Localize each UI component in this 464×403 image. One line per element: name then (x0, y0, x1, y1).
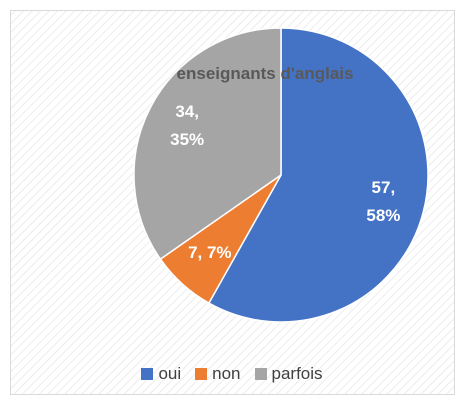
legend-label: oui (158, 364, 182, 383)
data-label: 34, 35% (170, 102, 205, 150)
legend-label: parfois (271, 364, 323, 383)
pie-slice (207, 27, 429, 323)
legend-item: non (195, 364, 241, 384)
legend: oui non parfois (0, 364, 464, 384)
legend-item: parfois (254, 364, 323, 384)
chart-title: enseignants d'anglais (176, 64, 354, 83)
legend-swatch (141, 368, 154, 380)
pie-slice (133, 27, 282, 261)
legend-item: oui (141, 364, 181, 384)
legend-swatch (254, 368, 267, 380)
pie (133, 27, 429, 323)
legend-label: non (212, 364, 241, 383)
legend-swatch (195, 368, 208, 380)
data-label: 57, 58% (366, 177, 401, 225)
data-label: 7, 7% (188, 243, 232, 263)
